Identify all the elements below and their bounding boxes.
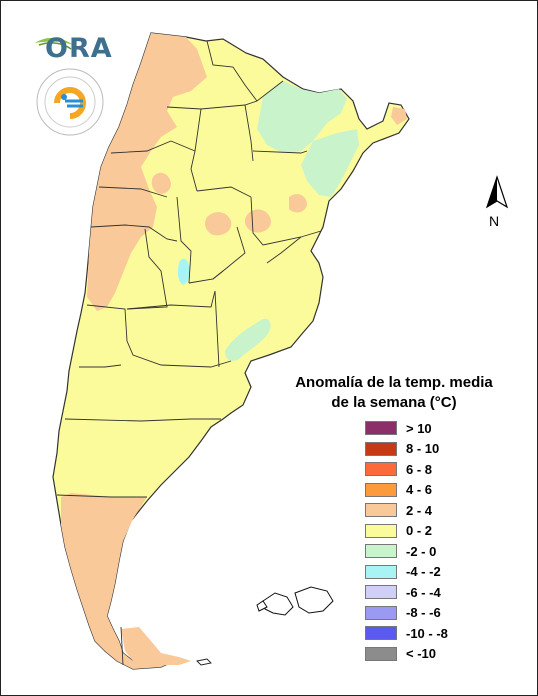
legend-label: 6 - 8 — [406, 461, 433, 477]
legend-swatch — [365, 626, 397, 641]
zone-northeast-cool-2 — [301, 129, 359, 197]
ora-logo-text: ORA — [45, 33, 113, 64]
legend-swatch — [365, 605, 397, 620]
legend: > 10 8 - 10 6 - 8 4 - 6 2 - 4 0 - 2 -2 - 0 -4 -… — [365, 418, 448, 664]
north-label: N — [489, 213, 500, 229]
legend-label: 4 - 6 — [406, 482, 433, 498]
zone-tierra-del-fuego — [121, 627, 191, 665]
legend-item: 6 - 8 — [365, 459, 448, 480]
legend-label: -10 - -8 — [406, 625, 448, 641]
legend-item: -4 - -2 — [365, 562, 448, 583]
legend-label: -8 - -6 — [406, 605, 441, 621]
legend-swatch — [365, 544, 397, 559]
legend-item: 0 - 2 — [365, 521, 448, 542]
legend-item: < -10 — [365, 644, 448, 665]
legend-swatch — [365, 585, 397, 600]
legend-label: > 10 — [406, 420, 432, 436]
zone-northeast-cool-1 — [257, 81, 347, 153]
zone-spot-warm-1 — [205, 212, 232, 236]
zone-northwest-warm — [87, 33, 207, 311]
legend-label: -4 - -2 — [406, 564, 441, 580]
legend-swatch — [365, 421, 397, 436]
leaf-icon — [35, 37, 73, 50]
tdf-border — [120, 626, 124, 666]
legend-label: < -10 — [406, 646, 436, 662]
north-arrow: N — [483, 175, 511, 231]
ora-logo: ORA — [33, 29, 112, 65]
legend-swatch — [365, 503, 397, 518]
legend-title-line2: de la semana (°C) — [331, 394, 457, 411]
province-borders — [56, 40, 322, 498]
zone-spot-warm-4 — [391, 107, 407, 125]
legend-swatch — [365, 646, 397, 661]
legend-swatch — [365, 462, 397, 477]
staten-island — [196, 658, 212, 666]
legend-swatch — [365, 564, 397, 579]
legend-title-line1: Anomalía de la temp. media — [295, 374, 493, 391]
legend-item: -2 - 0 — [365, 541, 448, 562]
north-arrow-icon — [485, 175, 509, 209]
legend-item: 2 - 4 — [365, 500, 448, 521]
legend-swatch — [365, 441, 397, 456]
legend-item: -8 - -6 — [365, 603, 448, 624]
legend-swatch — [365, 523, 397, 538]
legend-title: Anomalía de la temp. media de la semana … — [289, 373, 499, 413]
legend-label: 0 - 2 — [406, 523, 433, 539]
smn-seal-icon — [36, 68, 104, 136]
legend-label: 2 - 4 — [406, 502, 433, 518]
legend-label: -2 - 0 — [406, 543, 437, 559]
legend-item: -6 - -4 — [365, 582, 448, 603]
legend-item: 8 - 10 — [365, 439, 448, 460]
zone-spot-warm-5 — [289, 194, 307, 213]
zone-pampa-cool — [225, 318, 271, 361]
legend-swatch — [365, 482, 397, 497]
legend-item: > 10 — [365, 418, 448, 439]
legend-label: 8 - 10 — [406, 441, 440, 457]
zone-spot-warm-2 — [244, 209, 271, 233]
legend-label: -6 - -4 — [406, 584, 441, 600]
legend-item: -10 - -8 — [365, 623, 448, 644]
smn-logo — [35, 67, 105, 137]
zone-south-warm — [61, 493, 179, 669]
zone-spot-cold — [177, 258, 190, 285]
malvinas-islands — [256, 586, 334, 616]
zone-spot-warm-3 — [151, 172, 171, 194]
legend-item: 4 - 6 — [365, 480, 448, 501]
